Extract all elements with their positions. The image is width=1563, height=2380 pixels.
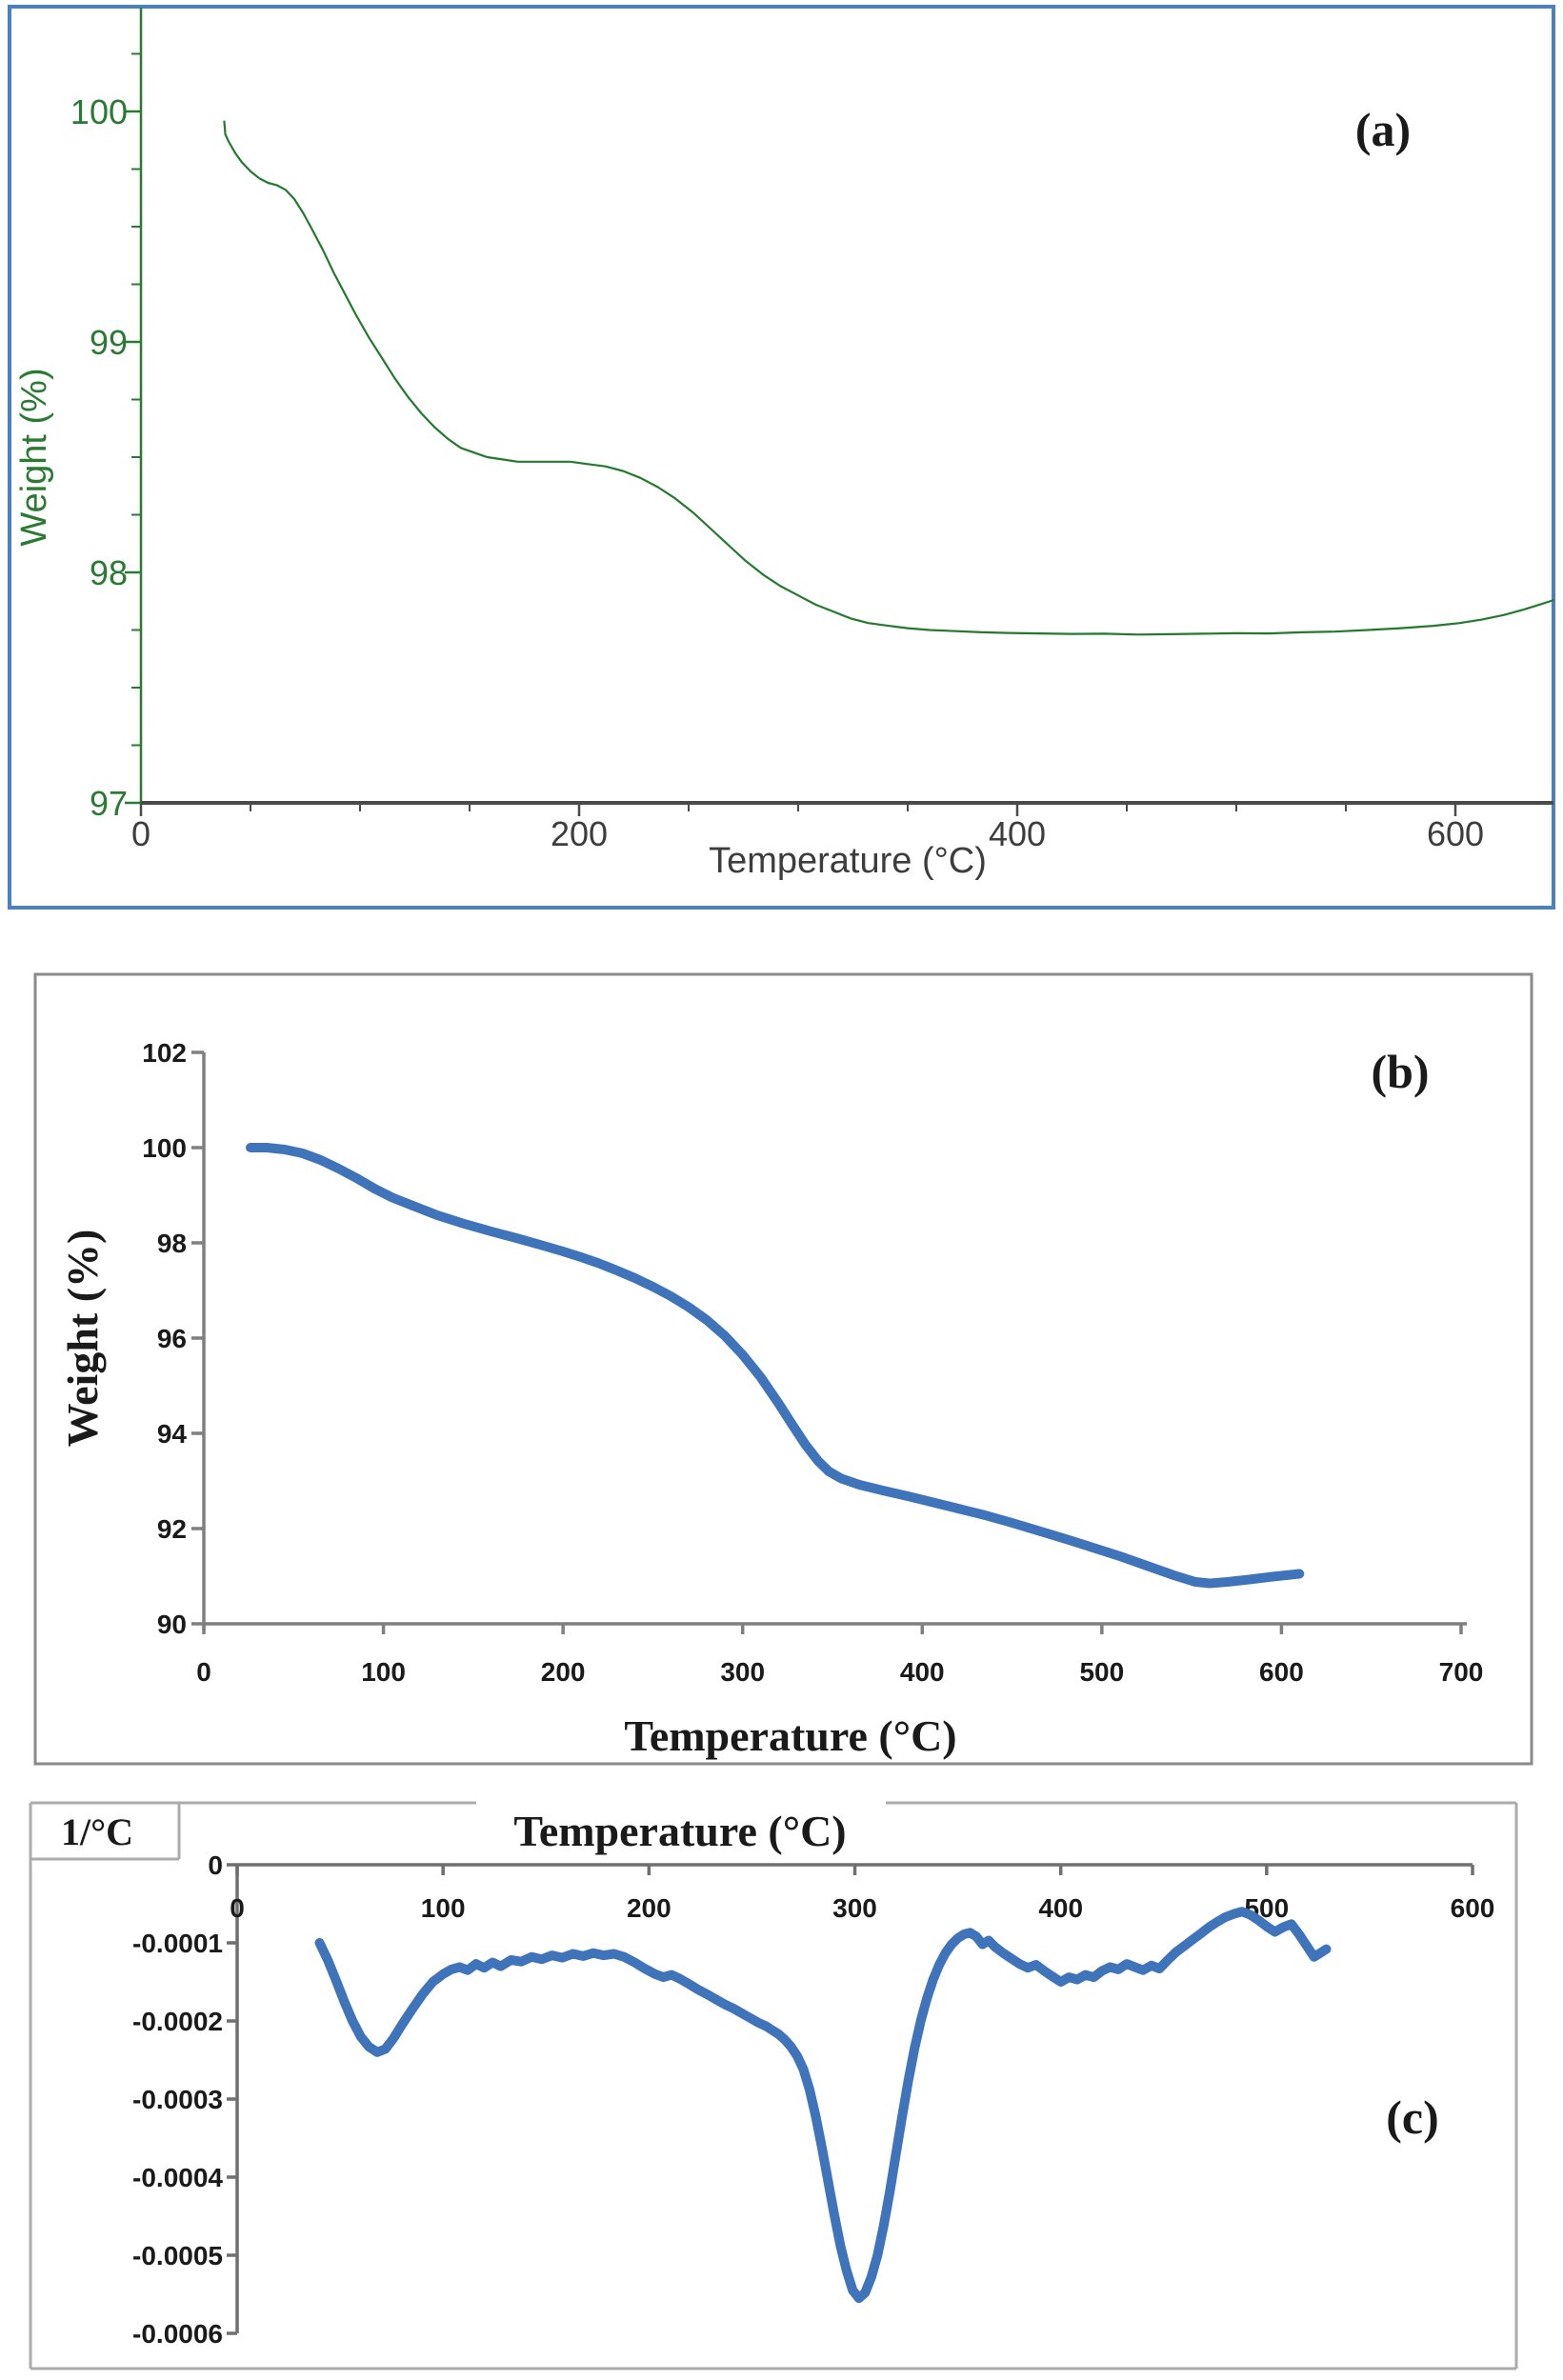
axes-b: 0 100 200 300 400 500 600 700 90 92 94 96 98 100 102: [142, 1038, 1483, 1687]
y-tick-label: -0.0005: [132, 2241, 223, 2270]
y-tick-label: 100: [142, 1133, 187, 1163]
panel-b: 0 100 200 300 400 500 600 700 90 92 94 96 98 100 102 W…: [0, 952, 1563, 1790]
panel-c-x-axis-title: Temperature (°C): [513, 1807, 846, 1855]
y-tick-label: 99: [90, 323, 128, 362]
x-tick-label: 600: [1259, 1657, 1304, 1687]
x-tick-label: 400: [1038, 1893, 1083, 1923]
x-tick-label: 100: [361, 1657, 406, 1687]
x-tick-label: 500: [1079, 1657, 1124, 1687]
x-tick-label: 600: [1451, 1893, 1495, 1923]
curve-c: [314, 1907, 1332, 2304]
y-tick-label: -0.0001: [132, 1929, 223, 1958]
panel-c-corner-label: 1/°C: [61, 1810, 133, 1853]
y-tick-label: 96: [157, 1324, 187, 1353]
panel-b-x-axis-title: Temperature (°C): [624, 1711, 956, 1760]
y-tick-label: 100: [70, 92, 128, 131]
curve-b: [246, 1143, 1305, 1589]
x-tick-label: 200: [541, 1657, 586, 1687]
y-tick-label: -0.0006: [132, 2319, 223, 2349]
x-tick-label: 700: [1439, 1657, 1484, 1687]
y-tick-label: -0.0004: [132, 2163, 223, 2192]
x-tick-label: 400: [989, 814, 1046, 853]
y-tick-label: 0: [208, 1850, 223, 1880]
x-tick-label: 300: [832, 1893, 877, 1923]
panel-a-y-axis-title: Weight (%): [14, 368, 54, 546]
panel-b-y-axis-title: Weight (%): [58, 1230, 107, 1448]
panel-b-border: [33, 972, 1533, 1766]
y-tick-label: -0.0002: [132, 2007, 223, 2036]
panel-a-letter: (a): [1355, 103, 1411, 156]
y-tick-label: 94: [157, 1419, 188, 1449]
panel-c: 0 100 200 300 400 500 600 0 -0.0001 -0.0002 -0.000…: [0, 1790, 1563, 2380]
y-tick-label: 98: [90, 553, 128, 592]
y-tick-label: 97: [90, 784, 128, 823]
x-tick-label: 0: [196, 1657, 211, 1687]
y-tick-label: -0.0003: [132, 2085, 223, 2114]
axes-a: 0 200 400 600 97 98 99 100: [70, 8, 1553, 853]
panel-a-x-axis-title: Temperature (°C): [709, 841, 987, 881]
x-tick-label: 200: [627, 1893, 671, 1923]
x-tick-label: 0: [131, 814, 150, 853]
panel-b-letter: (b): [1371, 1045, 1429, 1098]
panel-c-border: [29, 1801, 1518, 2370]
y-tick-label: 90: [157, 1610, 187, 1639]
x-tick-label: 400: [900, 1657, 945, 1687]
y-tick-label: 102: [142, 1038, 187, 1068]
x-tick-label: 300: [720, 1657, 765, 1687]
x-tick-label: 0: [230, 1893, 245, 1923]
x-tick-label: 100: [421, 1893, 466, 1923]
panel-a: 0 200 400 600 97 98 99 100 Weight (%) Temperatu…: [0, 0, 1563, 914]
y-tick-label: 98: [157, 1229, 187, 1258]
x-tick-label: 200: [551, 814, 608, 853]
y-tick-label: 92: [157, 1514, 187, 1544]
x-tick-label: 600: [1427, 814, 1484, 853]
axes-c: 0 100 200 300 400 500 6000-0.0001-0.0002-0.000…: [132, 1850, 1494, 2349]
panel-c-letter: (c): [1386, 2090, 1439, 2144]
panel-a-border: [8, 5, 1555, 910]
curve-a: [223, 120, 1554, 636]
